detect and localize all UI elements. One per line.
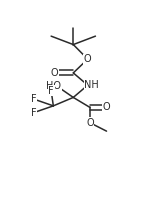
Text: O: O bbox=[86, 118, 94, 128]
Text: F: F bbox=[31, 94, 36, 104]
Text: F: F bbox=[31, 108, 36, 118]
Text: O: O bbox=[84, 54, 92, 64]
Text: HO: HO bbox=[46, 81, 61, 91]
Text: NH: NH bbox=[84, 80, 99, 90]
Text: O: O bbox=[103, 102, 110, 112]
Text: F: F bbox=[48, 86, 54, 96]
Text: O: O bbox=[51, 68, 58, 78]
